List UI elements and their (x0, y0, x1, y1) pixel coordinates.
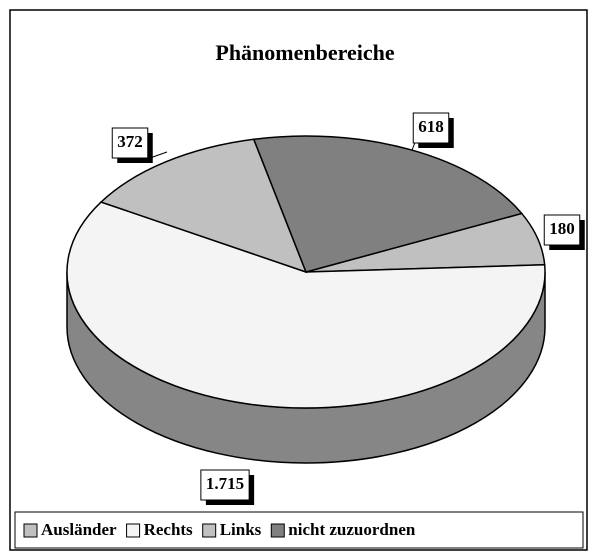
legend-label: nicht zuzuordnen (288, 520, 416, 539)
legend-label: Links (220, 520, 262, 539)
label-box (543, 214, 581, 246)
data-label: 180 (549, 219, 575, 238)
leader-line (149, 151, 168, 159)
legend-swatch (270, 523, 285, 538)
data-label: 1.715 (206, 474, 244, 493)
legend-swatch (23, 523, 38, 538)
data-label: 372 (117, 132, 143, 151)
legend-label: Ausländer (41, 520, 117, 539)
label-box (111, 127, 149, 159)
legend-swatch (126, 523, 141, 538)
pie-slice (66, 201, 546, 409)
chart-title: Phänomenbereiche (215, 40, 394, 65)
data-label: 618 (418, 117, 444, 136)
label-box (200, 469, 250, 501)
pie-slice (99, 138, 308, 274)
legend-box (14, 511, 584, 549)
pie-slice (252, 135, 524, 273)
label-box (412, 112, 450, 144)
legend-swatch (202, 523, 217, 538)
legend-label: Rechts (144, 520, 193, 539)
